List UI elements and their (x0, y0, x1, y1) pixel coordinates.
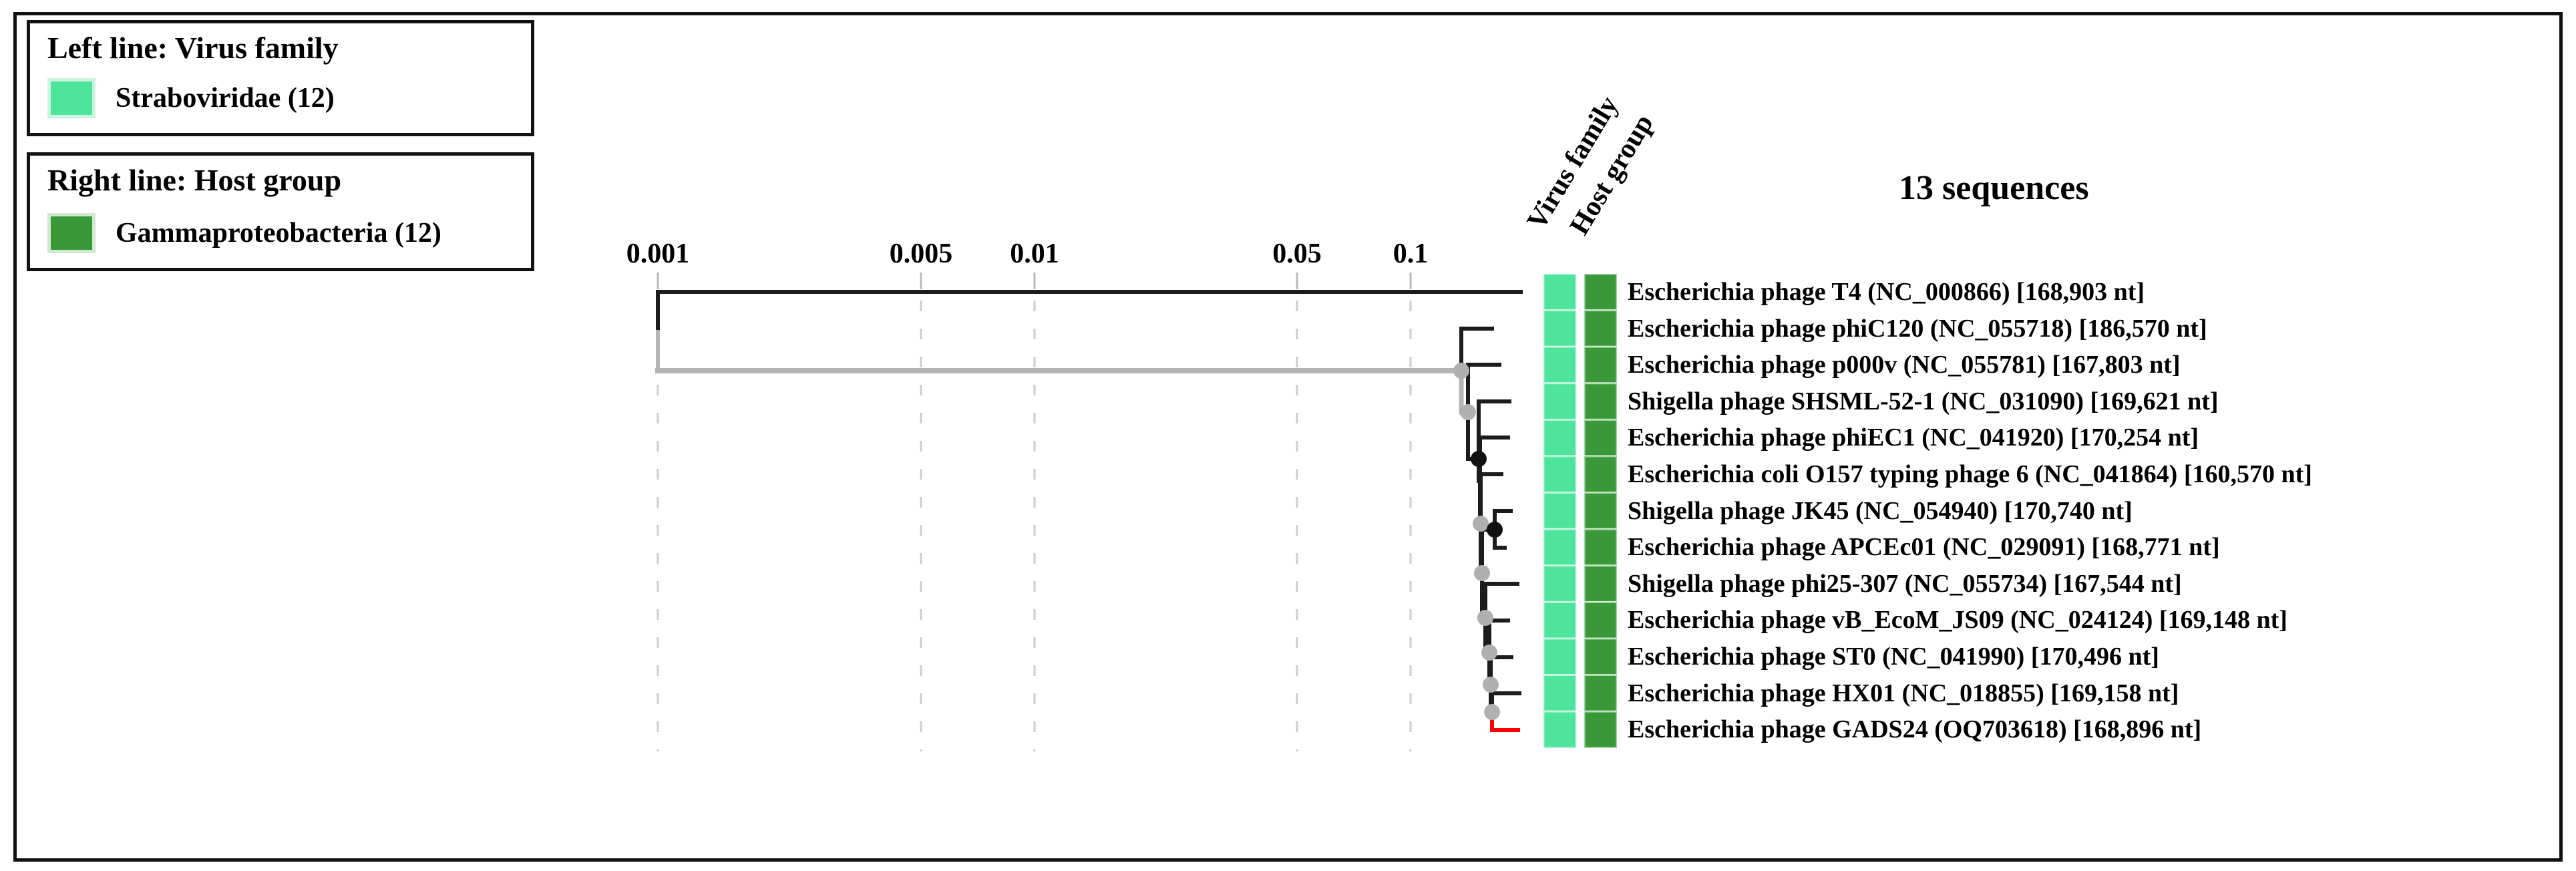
virus-family-cell (1542, 418, 1578, 458)
sequence-label: Escherichia phage T4 (NC_000866) [168,90… (1628, 278, 2145, 306)
support-node-circle (1484, 704, 1500, 720)
host-group-cell (1583, 637, 1618, 677)
virus-family-cell (1542, 528, 1578, 567)
host-group-cell (1583, 345, 1618, 385)
axis-tick-label: 0.01 (1010, 238, 1059, 269)
sequence-label: Escherichia phage HX01 (NC_018855) [169,… (1628, 679, 2179, 707)
sequence-label: Escherichia phage APCEc01 (NC_029091) [1… (1628, 533, 2220, 562)
sequence-label: Escherichia phage phiC120 (NC_055718) [1… (1628, 314, 2207, 343)
support-node-circle (1487, 522, 1503, 538)
virus-family-cell (1542, 564, 1578, 603)
legend-virus-family-title: Left line: Virus family (47, 31, 339, 65)
support-node-circle (1474, 565, 1490, 581)
legend-host-group-box: Right line: Host group Gammaproteobacter… (27, 152, 534, 271)
virus-family-cell (1542, 309, 1578, 348)
axis-tick-label: 0.001 (626, 238, 690, 269)
sequence-label: Escherichia phage phiEC1 (NC_041920) [17… (1628, 423, 2199, 452)
host-group-cell (1583, 382, 1618, 421)
host-group-cell (1583, 600, 1618, 640)
legend-virus-family-box: Left line: Virus family Straboviridae (1… (27, 20, 534, 136)
virus-family-cell (1542, 455, 1578, 494)
host-group-cell (1583, 273, 1618, 312)
virus-family-cell (1542, 637, 1578, 677)
host-group-cell (1583, 528, 1618, 567)
virus-family-cell (1542, 600, 1578, 640)
host-group-cell (1583, 710, 1618, 749)
support-node-circle (1453, 363, 1469, 379)
host-group-cell (1583, 674, 1618, 713)
sequence-label: Shigella phage phi25-307 (NC_055734) [16… (1628, 569, 2182, 598)
sequence-label: Shigella phage JK45 (NC_054940) [170,740… (1628, 496, 2133, 525)
legend-virus-family-item: Straboviridae (12) (116, 83, 335, 114)
axis-tick-label: 0.005 (889, 238, 953, 269)
legend-host-group-title: Right line: Host group (47, 163, 342, 197)
axis-tick-label: 0.05 (1272, 238, 1322, 269)
straboviridae-color-swatch (47, 78, 96, 118)
gammaproteobacteria-color-swatch (47, 213, 96, 253)
host-group-cell (1583, 418, 1618, 458)
sequence-label: Shigella phage SHSML-52-1 (NC_031090) [1… (1628, 387, 2219, 415)
sequence-label: Escherichia phage ST0 (NC_041990) [170,4… (1628, 643, 2159, 671)
support-node-circle (1473, 516, 1489, 532)
support-node-circle (1471, 451, 1487, 467)
legend-host-group-item: Gammaproteobacteria (12) (116, 218, 441, 248)
host-group-cell (1583, 564, 1618, 603)
virus-family-cell (1542, 674, 1578, 713)
host-group-cell (1583, 455, 1618, 494)
host-group-cell (1583, 309, 1618, 348)
virus-family-cell (1542, 273, 1578, 312)
virus-family-cell (1542, 382, 1578, 421)
sequence-count: 13 sequences (1899, 169, 2089, 207)
virus-family-cell (1542, 710, 1578, 749)
virus-family-cell (1542, 345, 1578, 385)
virus-family-cell (1542, 492, 1578, 530)
support-node-circle (1481, 645, 1497, 661)
sequence-label: Escherichia phage GADS24 (OQ703618) [168… (1628, 715, 2202, 744)
support-node-circle (1483, 677, 1499, 693)
support-node-circle (1460, 404, 1476, 420)
sequence-label: Escherichia phage vB_EcoM_JS09 (NC_02412… (1628, 606, 2287, 635)
support-node-circle (1477, 610, 1493, 626)
axis-tick-label: 0.1 (1393, 238, 1429, 269)
host-group-cell (1583, 492, 1618, 530)
sequence-label: Escherichia phage p000v (NC_055781) [167… (1628, 351, 2181, 379)
figure-border (13, 12, 2563, 862)
sequence-label: Escherichia coli O157 typing phage 6 (NC… (1628, 460, 2312, 488)
